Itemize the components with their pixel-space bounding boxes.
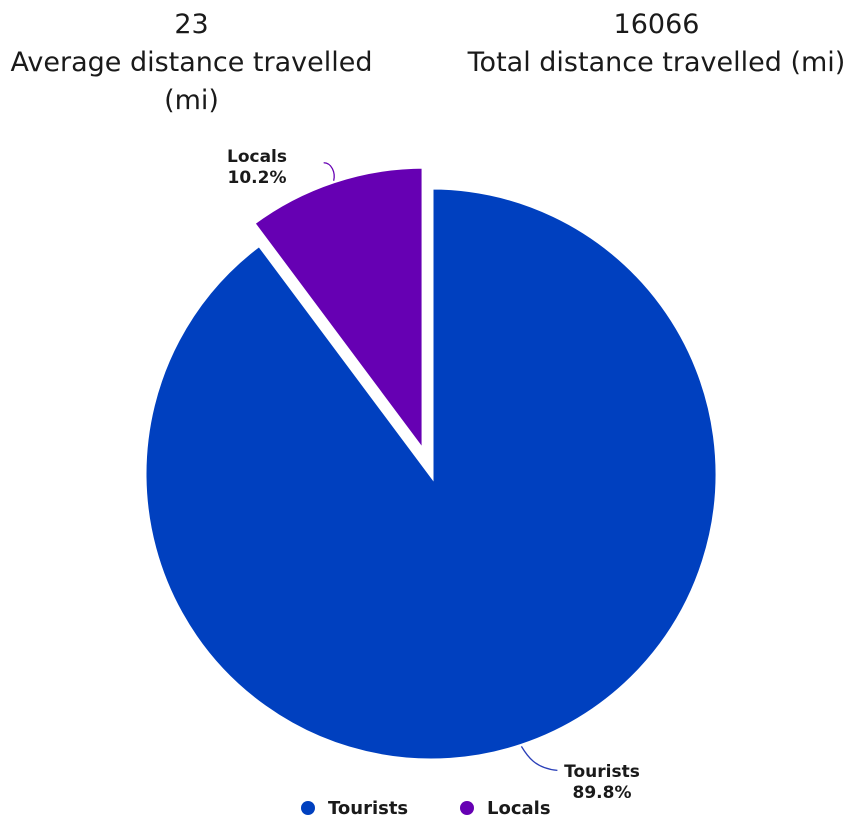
kpi-average-distance-value: 23 <box>174 9 209 40</box>
slice-label-percent-tourists: 89.8% <box>573 783 632 803</box>
label-connector-locals <box>323 162 335 181</box>
legend-label-tourists: Tourists <box>328 798 408 819</box>
slice-label-percent-locals: 10.2% <box>228 168 287 188</box>
legend-label-locals: Locals <box>487 798 551 819</box>
pie-slice-tourists <box>141 184 721 764</box>
legend-marker-tourists <box>301 801 315 815</box>
label-connector-tourists <box>520 746 558 772</box>
legend-marker-locals <box>460 801 474 815</box>
kpi-total-distance: 16066 Total distance travelled (mi) <box>460 6 853 82</box>
kpi-average-distance-label: Average distance travelled (mi) <box>10 47 373 116</box>
kpi-total-distance-value: 16066 <box>613 9 700 40</box>
pie-slice-locals <box>248 163 427 461</box>
kpi-average-distance: 23 Average distance travelled (mi) <box>0 6 383 120</box>
kpi-total-distance-label: Total distance travelled (mi) <box>467 47 846 78</box>
slice-label-name-tourists: Tourists <box>564 762 640 782</box>
slice-label-name-locals: Locals <box>227 147 287 167</box>
